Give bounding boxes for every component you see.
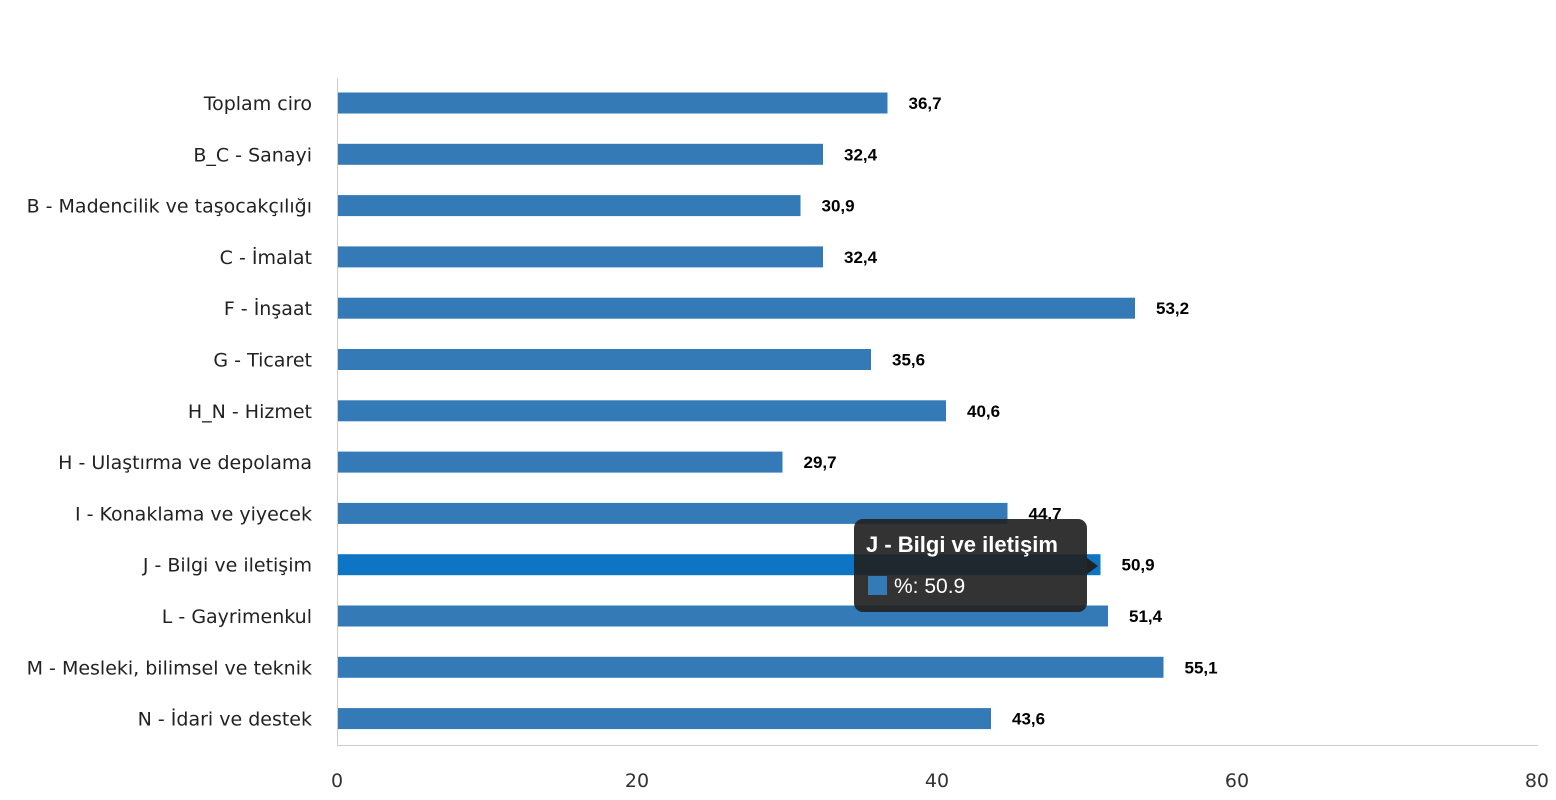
plot-area: Toplam ciro B_C - Sanayi B - Madencilik ve… xyxy=(27,78,1549,792)
tooltip: J - Bilgi ve iletişim %: 50.9 xyxy=(854,519,1098,612)
category-label: J - Bilgi ve iletişim xyxy=(142,555,312,577)
bar[interactable] xyxy=(338,195,801,217)
category-label: B_C - Sanayi xyxy=(193,144,312,166)
tooltip-pointer xyxy=(1087,558,1098,574)
data-label: 44,7 xyxy=(1029,504,1062,523)
data-label: 55,1 xyxy=(1185,658,1218,677)
data-label: 32,4 xyxy=(844,248,878,267)
x-tick-label: 40 xyxy=(925,770,949,792)
data-label: 36,7 xyxy=(909,94,942,113)
category-label: H_N - Hizmet xyxy=(188,401,312,423)
data-label: 35,6 xyxy=(892,351,925,370)
bar[interactable] xyxy=(338,400,946,422)
data-label: 29,7 xyxy=(804,453,837,472)
bar[interactable] xyxy=(338,656,1164,678)
tooltip-title: J - Bilgi ve iletişim xyxy=(866,532,1058,557)
bar[interactable] xyxy=(338,92,888,114)
category-label: N - İdari ve destek xyxy=(138,708,312,731)
data-label: 51,4 xyxy=(1129,607,1163,626)
data-label: 43,6 xyxy=(1012,710,1045,729)
data-label: 30,9 xyxy=(822,197,855,216)
data-label: 53,2 xyxy=(1156,299,1189,318)
bar[interactable] xyxy=(338,451,783,473)
bar[interactable] xyxy=(338,246,823,268)
category-label: F - İnşaat xyxy=(224,297,312,320)
data-label: 50,9 xyxy=(1122,556,1155,575)
category-label: M - Mesleki, bilimsel ve teknik xyxy=(27,657,312,679)
category-label: Toplam ciro xyxy=(203,93,312,115)
category-label: H - Ulaştırma ve depolama xyxy=(58,452,312,474)
tooltip-swatch xyxy=(868,576,887,595)
bar[interactable] xyxy=(338,708,991,730)
data-label: 32,4 xyxy=(844,145,878,164)
bar[interactable] xyxy=(338,349,871,370)
tooltip-value: %: 50.9 xyxy=(894,575,965,598)
bar[interactable] xyxy=(338,502,1008,524)
category-label: G - Ticaret xyxy=(213,350,312,372)
category-label: C - İmalat xyxy=(220,246,312,269)
category-label: I - Konaklama ve yiyecek xyxy=(75,503,312,525)
x-tick-label: 80 xyxy=(1525,770,1549,792)
category-label: L - Gayrimenkul xyxy=(162,606,312,628)
bar[interactable] xyxy=(338,297,1135,319)
category-label: B - Madencilik ve taşocakçılığı xyxy=(27,196,312,218)
bar[interactable] xyxy=(338,143,823,165)
data-label: 40,6 xyxy=(967,402,1000,421)
x-tick-label: 0 xyxy=(331,770,343,792)
tooltip-background xyxy=(854,519,1087,612)
x-tick-label: 60 xyxy=(1225,770,1249,792)
x-tick-label: 20 xyxy=(625,770,649,792)
